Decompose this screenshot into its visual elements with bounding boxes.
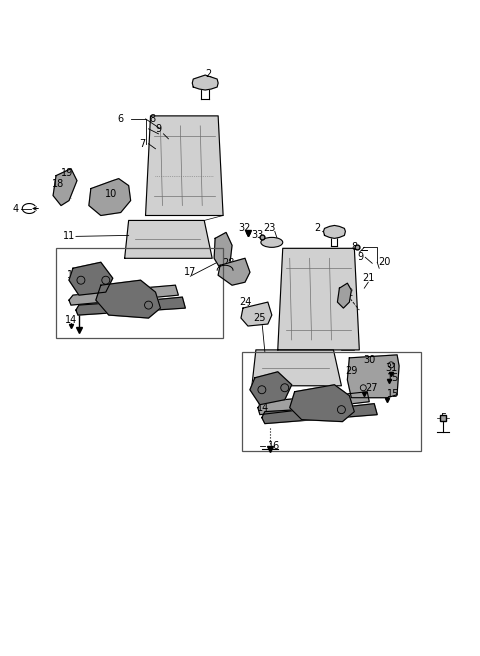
Text: 4: 4 [12, 203, 18, 213]
Polygon shape [241, 302, 272, 326]
Text: 12: 12 [67, 270, 79, 280]
Text: 8: 8 [149, 114, 156, 124]
Text: 13: 13 [103, 288, 115, 298]
Text: 6: 6 [118, 114, 124, 124]
Text: 5: 5 [440, 413, 446, 422]
Polygon shape [53, 169, 77, 205]
Text: 7: 7 [140, 139, 146, 149]
Polygon shape [192, 75, 218, 90]
Text: 9: 9 [156, 124, 162, 134]
Polygon shape [125, 220, 212, 258]
Text: 20: 20 [378, 257, 390, 267]
Text: 28: 28 [222, 258, 234, 268]
Text: 33: 33 [252, 230, 264, 240]
Polygon shape [324, 226, 346, 238]
Text: 31: 31 [385, 363, 397, 373]
Text: 21: 21 [362, 273, 374, 283]
Text: 17: 17 [184, 267, 196, 277]
Ellipse shape [261, 237, 283, 247]
Polygon shape [348, 355, 399, 398]
Polygon shape [258, 392, 369, 415]
Text: 14: 14 [65, 315, 77, 325]
Text: 11: 11 [63, 232, 75, 241]
Polygon shape [252, 350, 341, 386]
Bar [56, 249, 223, 338]
Polygon shape [218, 258, 250, 285]
Text: 14: 14 [257, 403, 269, 413]
Polygon shape [262, 403, 377, 424]
Text: 30: 30 [363, 355, 375, 365]
Text: 10: 10 [105, 188, 117, 199]
Polygon shape [69, 262, 113, 295]
Text: 9: 9 [357, 253, 363, 262]
Text: 8: 8 [351, 242, 358, 253]
Text: 18: 18 [52, 178, 64, 189]
Text: 15: 15 [387, 389, 399, 399]
Bar [242, 352, 421, 451]
Polygon shape [76, 297, 185, 315]
Text: 27: 27 [365, 382, 377, 393]
Polygon shape [250, 372, 292, 405]
Text: 26: 26 [308, 403, 321, 413]
Polygon shape [214, 232, 232, 268]
Polygon shape [69, 285, 179, 305]
Text: 29: 29 [345, 366, 358, 376]
Text: 24: 24 [239, 297, 251, 307]
Text: 16: 16 [268, 441, 280, 451]
Polygon shape [278, 249, 360, 350]
Polygon shape [337, 283, 351, 308]
Text: 19: 19 [61, 168, 73, 178]
Polygon shape [145, 116, 223, 215]
Polygon shape [89, 178, 131, 215]
Text: 25: 25 [253, 313, 266, 323]
Text: 2: 2 [205, 69, 211, 79]
Text: 2: 2 [314, 224, 321, 234]
Text: 32: 32 [239, 224, 251, 234]
Text: 15: 15 [387, 373, 399, 383]
Polygon shape [290, 385, 354, 422]
Polygon shape [96, 280, 160, 318]
Text: 22: 22 [341, 288, 354, 298]
Text: 23: 23 [264, 224, 276, 234]
